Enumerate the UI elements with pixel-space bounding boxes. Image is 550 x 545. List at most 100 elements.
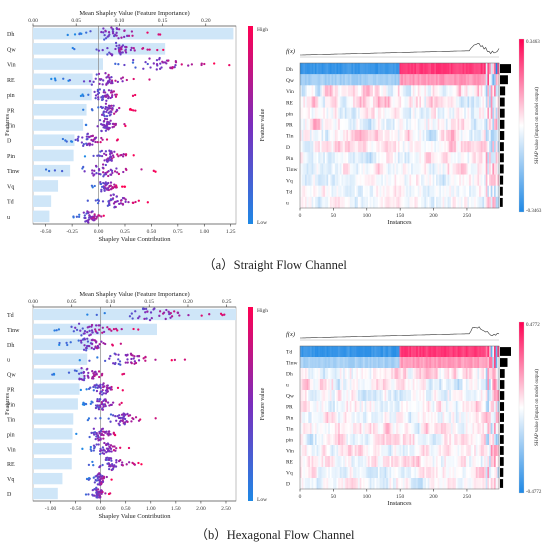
heatmap-cell [356,74,359,86]
heatmap-cell [409,174,412,186]
heatmap-cell [348,185,351,198]
heatmap-cell [490,379,493,391]
heatmap-cell [447,401,450,413]
heatmap-cell [492,185,495,198]
heatmap-cell [411,346,414,358]
heatmap-cell [349,379,352,391]
importance-bar-D [500,479,504,488]
heatmap-cell [381,74,384,86]
heatmap-cell [321,152,324,164]
heatmap-cell [348,85,351,97]
heatmap-cell [328,96,331,108]
heatmap-cell [334,445,337,457]
heatmap-cell [374,74,377,86]
heatmap-cell [341,129,344,142]
heatmap-cell [323,445,326,457]
heatmap-cell [489,141,492,153]
heatmap-cell [353,423,356,435]
heatmap-cell [437,346,440,358]
shap-point [168,313,171,316]
heatmap-cell [338,478,341,490]
heatmap-cell [407,456,410,468]
heatmap-cell [376,346,379,358]
heatmap-cell [449,445,452,457]
heatmap-cell [358,445,360,457]
heatmap-cell [445,118,448,131]
heatmap-cell [379,141,382,153]
heatmap-cell [366,152,369,164]
shap-point [140,463,143,466]
heatmap-cell [477,152,480,164]
heatmap-cell [336,63,339,75]
heatmap-cell [338,368,341,380]
heatmap-cell [467,379,470,391]
shap-point [109,194,113,197]
heatmap-cell [490,478,493,490]
colorbar-title: Feature value [260,387,266,420]
heatmap-cell [439,163,442,175]
heatmap-cell [339,118,342,131]
heatmap-cell [384,346,387,358]
shap-point [113,200,117,204]
heatmap-cell [444,174,447,186]
heatmap-cell [421,185,424,198]
shap-point [107,89,111,92]
shap-point [111,186,115,190]
heatmap-cell [480,152,483,164]
heatmap-cell [409,357,412,369]
shap-point [82,371,85,375]
heatmap-cell [341,357,344,369]
heatmap-cell [323,85,326,97]
shap-point [166,59,170,62]
heatmap-cell [359,379,362,391]
heatmap-cell [321,174,324,186]
heatmap-cell [364,357,367,369]
shap-point [96,494,100,497]
heatmap-cell [389,445,392,457]
heatmap-cell [300,434,302,446]
heatmap-cell [477,118,480,131]
heatmap-cell [364,185,367,198]
heatmap-cell [477,456,480,468]
heatmap-cell [469,118,472,131]
heatmap-cell [417,141,420,153]
heatmap-cell [431,390,433,402]
heatmap-cell [470,74,473,86]
importance-bar-Pin [33,398,78,410]
heatmap-cell [328,163,331,175]
heatmap-cell [394,346,397,358]
heatmap-cell [367,107,370,120]
heatmap-cell [387,379,390,391]
shap-point [118,360,122,363]
heatmap-cell [386,96,389,108]
heatmap-cell [372,412,375,424]
heatmap-cell [308,152,311,164]
heatmap-cell [455,96,458,108]
heatmap-cell [359,174,362,186]
heatmap-cell [359,163,362,175]
fx-line [300,43,500,56]
shap-point [131,416,134,420]
heatmap-cell [449,163,452,175]
shap-point [101,326,104,329]
heatmap-cell [324,107,327,120]
heatmap-cell [411,478,414,490]
heatmap-cell [328,346,331,358]
shap-point [97,199,101,202]
heatmap-cell [429,423,432,435]
heatmap-cell [399,423,402,435]
shap-point [128,315,132,318]
shap-point [70,140,74,143]
shap-point [120,153,123,157]
heatmap-cell [482,357,485,369]
shap-point [116,80,120,84]
heatmap-cell [455,107,458,120]
heatmap-cell [479,141,482,153]
heatmap-cell [303,401,306,413]
heatmap-cell [495,401,498,413]
heatmap-cell [366,63,369,75]
heatmap-cell [323,357,326,369]
shap-point [69,341,72,344]
heatmap-cell [484,152,487,164]
heatmap-cell [490,467,493,479]
